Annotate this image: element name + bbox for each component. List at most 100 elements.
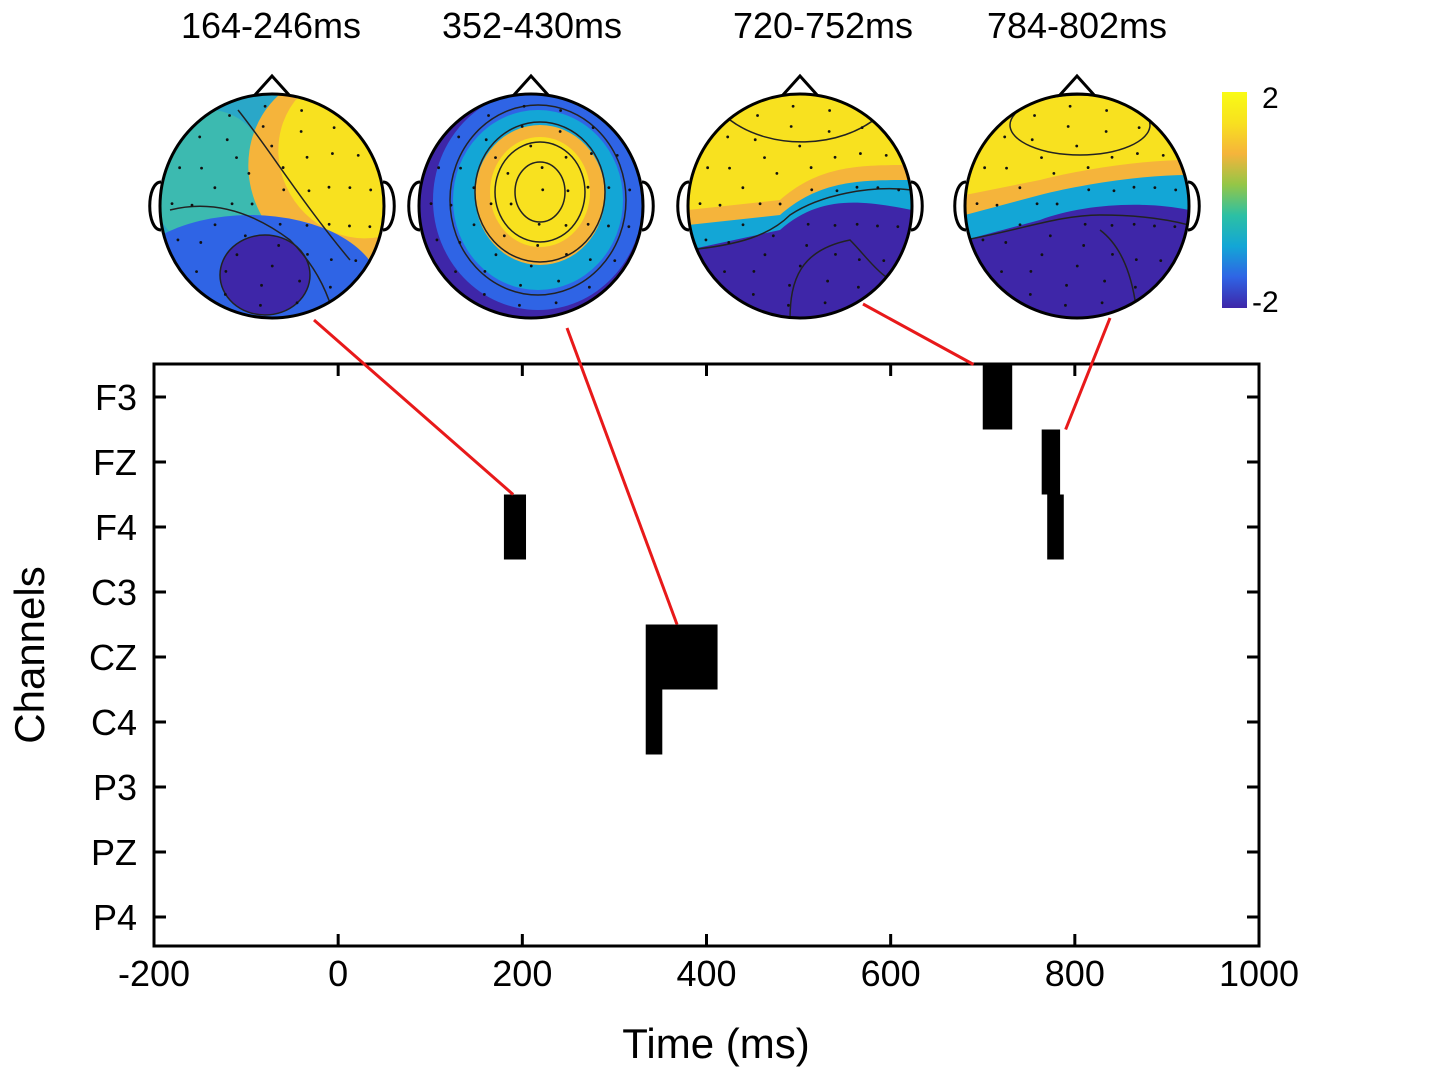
colorbar-min-label: -2: [1252, 286, 1279, 319]
x-axis: -200 0 200 400 600 800 1000: [118, 364, 1299, 994]
electrode-dot: [540, 166, 544, 169]
electrode-dot: [482, 293, 486, 296]
head-ear: [407, 180, 421, 232]
electrode-dot: [1087, 188, 1091, 192]
electrode-dot: [805, 244, 809, 247]
electrode-dot: [522, 104, 526, 108]
electrode-dot: [588, 258, 592, 262]
x-axis-title: Time (ms): [622, 1020, 809, 1067]
electrode-dot: [270, 144, 274, 148]
electrode-dot: [295, 301, 299, 305]
head-nose: [511, 73, 551, 98]
electrode-dot: [607, 224, 610, 228]
electrode-dot: [483, 269, 487, 273]
electrode-dot: [484, 138, 488, 142]
connector-line: [862, 302, 975, 366]
x-tick-label: 0: [328, 953, 348, 994]
electrode-dot: [897, 188, 901, 192]
electrode-dot: [213, 186, 217, 190]
electrode-dot: [458, 241, 462, 244]
electrode-dot: [529, 264, 533, 268]
electrode-dot: [833, 155, 837, 159]
electrode-dot: [331, 152, 334, 155]
electrode-dot: [975, 202, 979, 206]
electrode-dot: [537, 222, 541, 226]
electrode-dot: [1161, 153, 1165, 157]
electrode-dot: [727, 241, 731, 244]
electrode-dot: [541, 188, 545, 192]
electrode-dot: [489, 202, 493, 206]
y-tick-label: P4: [93, 897, 137, 938]
electrode-dot: [520, 125, 524, 128]
electrode-dot: [261, 125, 265, 128]
electrode-dot: [1112, 189, 1116, 193]
electrode-dot: [459, 166, 462, 170]
electrode-dot: [509, 202, 513, 206]
electrode-dot: [518, 303, 521, 307]
electrode-dot: [327, 222, 331, 226]
electrode-dot: [788, 283, 791, 287]
electrode-dot: [586, 185, 590, 189]
electrode-dot: [198, 135, 202, 139]
electrode-dot: [564, 155, 568, 159]
electrode-dot: [1083, 222, 1087, 226]
electrode-dot: [437, 166, 441, 170]
electrode-dot: [554, 301, 558, 305]
electrode-dot: [454, 270, 457, 274]
electrode-dot: [741, 223, 745, 227]
electrode-dot: [758, 202, 762, 206]
electrode-dot: [791, 104, 795, 108]
electrode-dot: [457, 135, 461, 139]
electrode-dot: [587, 285, 591, 289]
electrode-dot: [826, 279, 830, 283]
x-tick-label: 1000: [1219, 953, 1299, 994]
electrode-dot: [1075, 264, 1079, 268]
electrode-dot: [706, 166, 710, 170]
x-tick-label: 400: [676, 953, 736, 994]
significant-segment: [982, 364, 1013, 430]
electrode-dot: [305, 155, 309, 159]
electrode-dot: [224, 269, 228, 273]
electrode-dot: [718, 203, 722, 207]
electrode-dot: [449, 203, 453, 207]
electrode-dots: [975, 104, 1178, 307]
electrode-dot: [1134, 258, 1138, 262]
head-ear: [148, 180, 162, 232]
y-tick-label: FZ: [93, 442, 137, 483]
significant-segment: [1041, 429, 1061, 495]
electrode-dot: [502, 234, 506, 238]
electrode-dot: [1110, 223, 1114, 227]
electrode-dot: [228, 114, 231, 117]
topomap-title: 352-430ms: [442, 5, 622, 46]
electrode-dot: [591, 126, 595, 130]
significant-segments: [503, 364, 1064, 755]
electrode-dot: [1132, 185, 1136, 189]
electrode-dot: [1105, 109, 1109, 112]
electrode-dot: [834, 252, 837, 256]
electrode-dot: [278, 222, 282, 226]
electrode-dot: [586, 222, 590, 226]
electrode-dot: [176, 238, 180, 242]
electrode-dot: [628, 188, 632, 192]
electrode-dot: [260, 283, 263, 287]
electrode-dot: [559, 109, 563, 112]
electrode-dot: [728, 166, 731, 170]
electrode-dot: [1048, 234, 1052, 238]
electrode-dot: [1040, 156, 1043, 160]
electrode-dot: [1004, 241, 1008, 244]
electrode-dot: [1064, 303, 1067, 307]
electrode-dot: [472, 223, 476, 227]
electrode-dot: [751, 293, 755, 296]
electrode-dot: [1111, 252, 1114, 256]
electrode-dot: [250, 202, 254, 206]
electrode-dot: [1066, 125, 1070, 128]
significant-segment: [645, 624, 718, 690]
electrode-dot: [876, 186, 880, 190]
electrode-dot: [354, 259, 358, 263]
colorbar-max-label: 2: [1262, 82, 1279, 115]
y-tick-label: PZ: [91, 832, 137, 873]
electrode-dot: [1075, 144, 1079, 148]
electrode-dot: [1028, 293, 1032, 296]
electrode-dot: [299, 130, 303, 133]
head-ear: [641, 180, 655, 232]
